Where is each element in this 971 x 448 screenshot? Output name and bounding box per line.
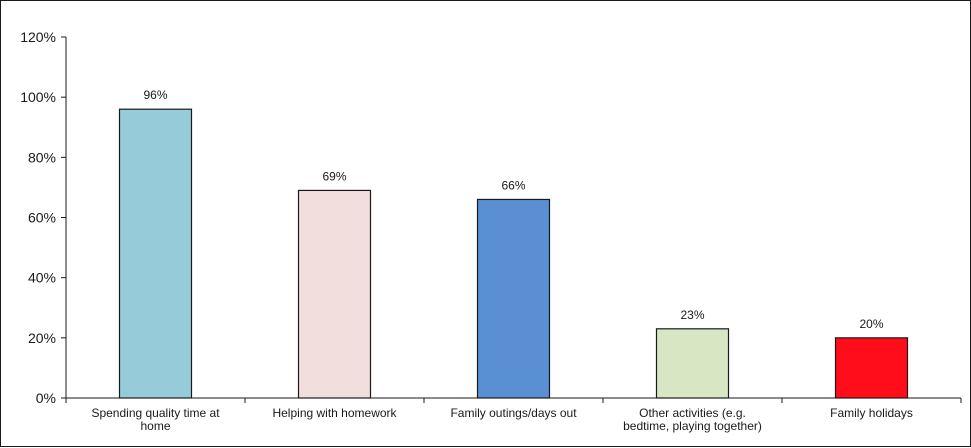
y-tick-label: 100% — [20, 89, 56, 105]
y-tick-label: 60% — [28, 210, 56, 226]
y-tick-label: 80% — [28, 149, 56, 165]
bar — [655, 328, 730, 399]
x-category-label: Other activities (e.g. — [639, 406, 746, 420]
x-category-label: bedtime, playing together) — [623, 419, 762, 433]
x-category-label: Family outings/days out — [450, 406, 577, 420]
data-label: 69% — [322, 169, 346, 183]
x-category-label: Spending quality time at — [91, 406, 220, 420]
y-tick-label: 0% — [36, 390, 56, 406]
data-label: 96% — [143, 88, 167, 102]
bar — [476, 198, 551, 399]
y-tick-label: 20% — [28, 330, 56, 346]
bar — [118, 108, 193, 399]
x-category-label: home — [140, 419, 170, 433]
y-tick-label: 120% — [20, 29, 56, 45]
data-label: 66% — [501, 178, 525, 192]
bar — [297, 189, 372, 399]
x-category-label: Family holidays — [830, 406, 913, 420]
y-tick-label: 40% — [28, 270, 56, 286]
x-category-label: Helping with homework — [272, 406, 397, 420]
bar — [834, 337, 909, 399]
data-label: 23% — [680, 308, 704, 322]
data-label: 20% — [859, 317, 883, 331]
